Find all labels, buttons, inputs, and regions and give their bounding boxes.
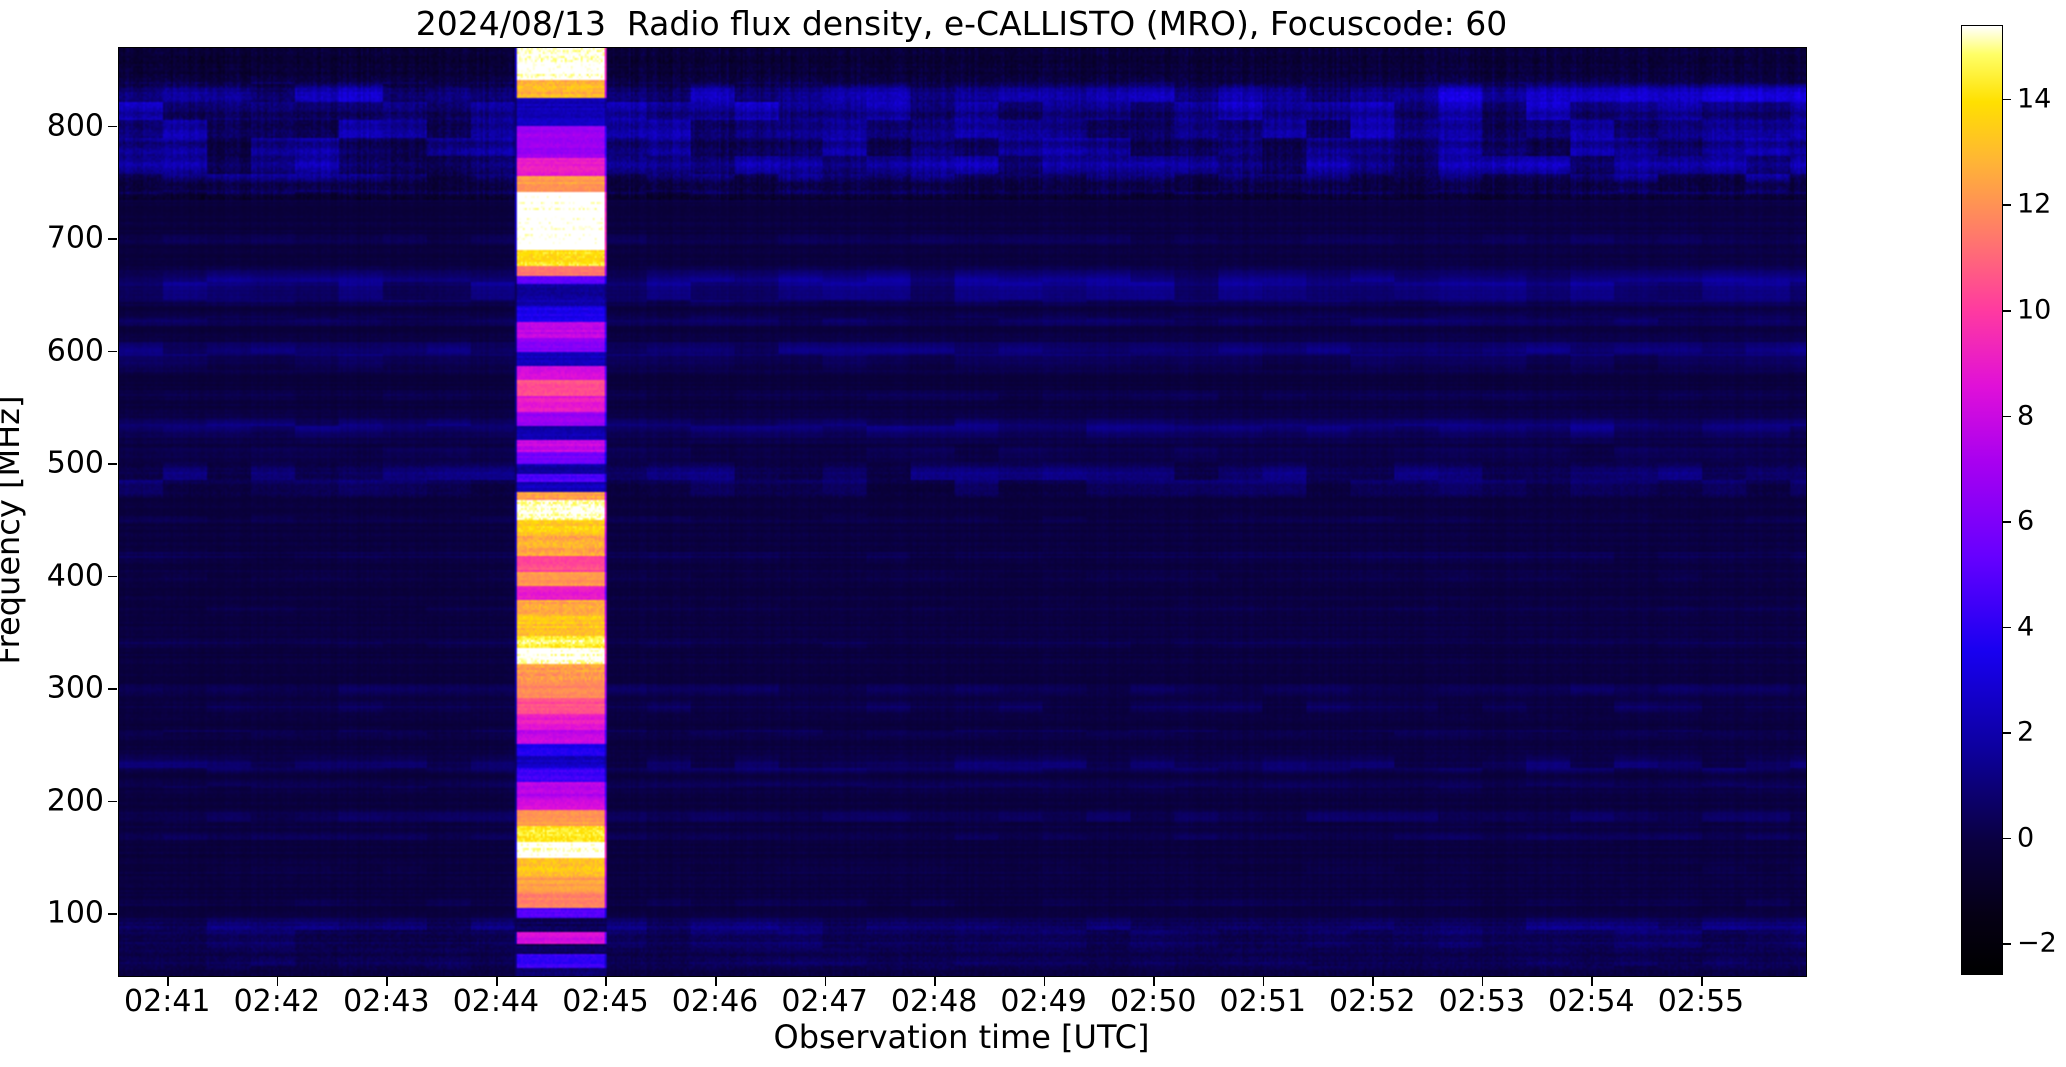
- spectrogram-plot-area: [118, 47, 1807, 977]
- x-tick-label: 02:50: [1109, 984, 1197, 1019]
- x-tick-mark: [1591, 977, 1593, 986]
- y-tick-mark: [108, 350, 117, 353]
- x-tick-label: 02:44: [452, 984, 540, 1019]
- y-tick-mark: [108, 800, 117, 803]
- x-tick-label: 02:54: [1548, 984, 1635, 1019]
- colorbar-tick-label: −2: [2017, 927, 2057, 959]
- y-axis-ticks: 800 700 600 500 400 300 200 100: [0, 47, 104, 975]
- colorbar-tick-mark: [2003, 626, 2011, 629]
- page-title: 2024/08/13 Radio flux density, e-CALLIST…: [415, 4, 1508, 43]
- y-tick-label: 700: [46, 220, 104, 256]
- x-tick-mark: [1481, 977, 1484, 986]
- colorbar-tick-label: 8: [2017, 400, 2035, 432]
- colorbar-tick-mark: [2003, 732, 2011, 734]
- x-tick-mark: [605, 977, 608, 986]
- colorbar-tick-label: 6: [2017, 505, 2035, 537]
- x-tick-label: 02:55: [1657, 984, 1745, 1019]
- colorbar-tick-mark: [2003, 415, 2011, 418]
- x-axis-label: Observation time [UTC]: [773, 1018, 1150, 1056]
- x-tick-mark: [1043, 977, 1046, 986]
- spectrogram-image: [119, 48, 1806, 976]
- y-tick-mark: [108, 688, 117, 690]
- y-tick-mark: [108, 463, 117, 465]
- colorbar-tick-mark: [2003, 204, 2011, 207]
- y-tick-label: 300: [46, 670, 104, 706]
- colorbar-tick-mark: [2003, 943, 2011, 945]
- x-tick-label: 02:46: [671, 984, 759, 1019]
- x-tick-label: 02:48: [890, 984, 978, 1019]
- x-tick-mark: [715, 977, 717, 986]
- y-tick-label: 600: [46, 333, 104, 369]
- y-tick-label: 800: [46, 108, 104, 144]
- colorbar-gradient: [1961, 25, 2003, 975]
- x-tick-mark: [1700, 977, 1703, 986]
- colorbar-tick-label: 4: [2017, 611, 2035, 643]
- x-tick-mark: [495, 977, 498, 986]
- colorbar-tick-label: 14: [2017, 83, 2052, 115]
- x-axis-ticks: 02:41 02:42 02:43 02:44 02:45 02:46 02:47 02:48…: [118, 984, 1805, 1026]
- x-tick-label: 02:45: [562, 984, 649, 1019]
- x-tick-mark: [824, 977, 827, 986]
- y-tick-label: 500: [46, 445, 104, 481]
- colorbar-tick-label: 0: [2017, 822, 2035, 854]
- y-tick-mark: [108, 575, 117, 578]
- x-tick-mark: [276, 977, 279, 986]
- x-tick-label: 02:49: [1000, 984, 1087, 1019]
- x-tick-mark: [167, 977, 169, 986]
- x-tick-label: 02:47: [781, 984, 868, 1019]
- y-tick-label: 200: [46, 783, 104, 819]
- y-tick-mark: [108, 238, 117, 240]
- y-tick-label: 100: [46, 895, 104, 931]
- colorbar-tick-label: 12: [2017, 188, 2052, 220]
- x-tick-mark: [1372, 977, 1374, 986]
- x-tick-label: 02:53: [1438, 984, 1526, 1019]
- x-tick-mark: [386, 977, 388, 986]
- y-tick-label: 400: [46, 558, 104, 594]
- y-tick-mark: [108, 913, 117, 915]
- x-tick-label: 02:52: [1329, 984, 1416, 1019]
- colorbar-tick-mark: [2003, 837, 2011, 840]
- x-tick-label: 02:43: [343, 984, 430, 1019]
- x-tick-mark: [934, 977, 936, 986]
- colorbar-tick-mark: [2003, 98, 2011, 101]
- y-tick-mark: [108, 125, 117, 128]
- x-tick-label: 02:51: [1219, 984, 1306, 1019]
- x-tick-label: 02:42: [233, 984, 321, 1019]
- colorbar-tick-label: 10: [2017, 294, 2052, 326]
- x-tick-mark: [1153, 977, 1155, 986]
- colorbar: −2 0 2 4 6 8 10 12 14: [1961, 25, 2057, 975]
- colorbar-tick-mark: [2003, 310, 2011, 312]
- colorbar-tick-label: 2: [2017, 716, 2035, 748]
- y-axis-label: Frequency [MHz]: [0, 395, 27, 665]
- x-tick-mark: [1262, 977, 1265, 986]
- x-tick-label: 02:41: [124, 984, 211, 1019]
- colorbar-tick-mark: [2003, 521, 2011, 523]
